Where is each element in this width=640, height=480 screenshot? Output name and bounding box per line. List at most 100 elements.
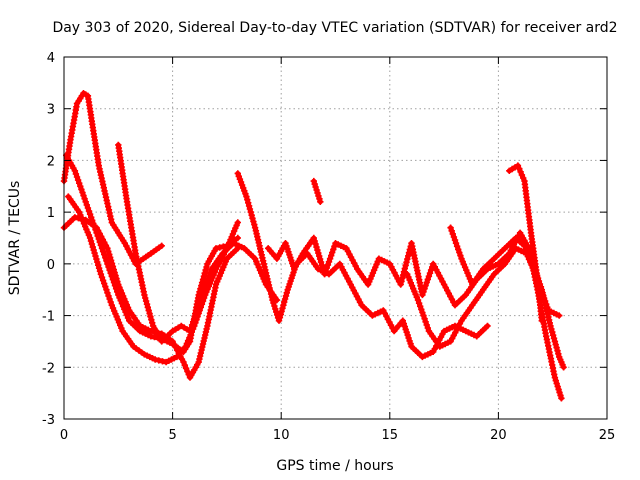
data-point [194, 306, 201, 313]
data-point [188, 321, 196, 329]
data-point [104, 245, 111, 252]
data-point [200, 287, 208, 294]
data-point [422, 318, 429, 325]
data-point [98, 245, 106, 252]
data-point [199, 290, 207, 298]
data-point [79, 189, 86, 196]
y-axis-label: SDTVAR / TECUs [7, 181, 23, 296]
data-point [541, 297, 549, 305]
data-point [540, 294, 548, 302]
data-point [539, 291, 547, 299]
data-point [311, 237, 318, 245]
data-point [96, 268, 104, 275]
data-point [312, 240, 319, 248]
data-point [105, 292, 112, 300]
data-point [401, 265, 408, 272]
data-point [195, 303, 202, 310]
x-tick-label: 5 [168, 428, 176, 443]
data-point [144, 304, 151, 311]
data-point [97, 271, 105, 278]
data-point [551, 374, 559, 381]
data-point [94, 258, 101, 266]
data-point [196, 300, 203, 307]
data-point [99, 277, 107, 284]
data-point [279, 305, 286, 312]
data-point [424, 276, 431, 283]
data-point [147, 313, 154, 320]
data-point [315, 249, 322, 257]
data-point [310, 234, 317, 242]
data-point [246, 205, 254, 213]
data-point [142, 294, 149, 302]
data-point [280, 302, 287, 309]
data-point [249, 215, 256, 222]
data-point [245, 199, 252, 206]
data-point [449, 230, 456, 238]
data-point [534, 276, 541, 283]
data-point [155, 357, 162, 364]
data-point [110, 266, 117, 273]
grid [64, 57, 607, 419]
data-point [244, 196, 251, 203]
data-point [281, 295, 289, 303]
data-point [310, 177, 317, 185]
data-point [456, 249, 463, 256]
data-point [453, 243, 461, 250]
data-point [278, 308, 285, 315]
data-point [535, 279, 542, 286]
data-point [86, 234, 94, 242]
data-point [419, 309, 426, 316]
data-point [399, 275, 406, 282]
data-point [207, 268, 214, 276]
data-point [314, 246, 321, 254]
y-tick-label: 1 [47, 206, 55, 221]
y-tick-label: -1 [42, 310, 55, 325]
data-point [420, 288, 427, 295]
data-point [426, 270, 434, 277]
data-point [182, 365, 190, 372]
data-point [193, 309, 200, 316]
data-point [451, 236, 459, 244]
data-point [98, 274, 106, 281]
data-point [198, 293, 206, 301]
data-point [184, 337, 192, 344]
data-point [330, 246, 337, 253]
data-point [544, 304, 551, 311]
data-point [414, 296, 422, 304]
x-tick-label: 15 [382, 428, 399, 443]
data-point [101, 280, 108, 287]
data-point [108, 260, 116, 267]
data-point [549, 332, 557, 339]
data-point [422, 282, 429, 289]
data-point [192, 312, 199, 319]
series-track-7 [265, 229, 565, 402]
data-point [314, 189, 321, 197]
data-point [555, 386, 562, 393]
data-point [78, 186, 85, 193]
data-point [317, 198, 324, 205]
data-point [106, 251, 113, 258]
data-point [316, 195, 323, 202]
data-point [204, 278, 211, 285]
series-track-8 [310, 177, 324, 205]
data-point [560, 364, 567, 371]
data-point [95, 265, 103, 272]
x-tick-label: 20 [490, 428, 507, 443]
data-point [543, 301, 550, 308]
data-point [425, 273, 433, 280]
data-point [82, 198, 89, 205]
data-point [318, 262, 326, 269]
data-point [73, 173, 81, 181]
data-point [85, 207, 93, 215]
data-point [520, 174, 527, 182]
data-point [203, 263, 210, 271]
data-point [184, 368, 191, 375]
data-point [538, 288, 545, 295]
data-point [418, 306, 425, 313]
x-tick-label: 0 [60, 428, 68, 443]
data-point [447, 224, 454, 231]
data-point [199, 276, 207, 283]
data-point [421, 315, 428, 322]
y-tick-label: 0 [47, 258, 55, 273]
data-point [87, 237, 95, 245]
